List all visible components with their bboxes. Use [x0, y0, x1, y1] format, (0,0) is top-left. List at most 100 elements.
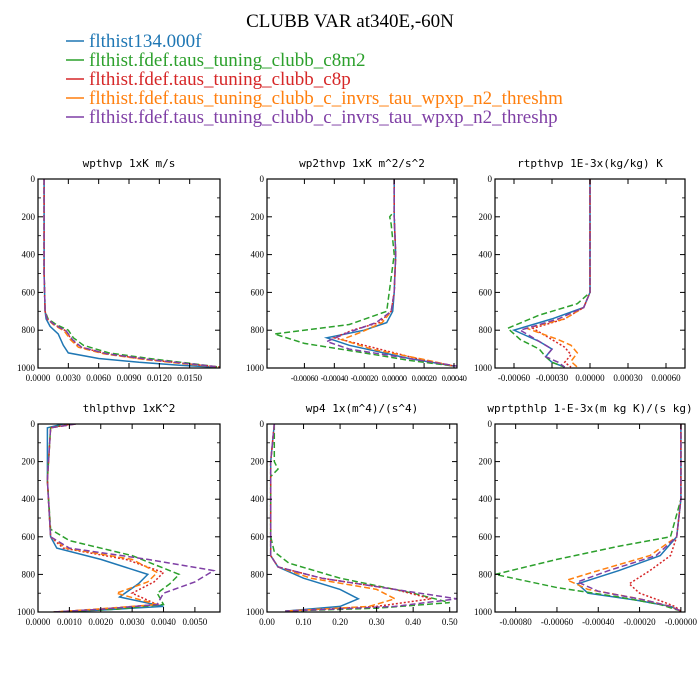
- legend-label: flthist.fdef.taus_tuning_clubb_c_invrs_t…: [89, 88, 563, 109]
- x-tick-label: 0.00: [259, 617, 275, 627]
- series-line: [269, 424, 361, 612]
- series-line: [518, 179, 591, 368]
- y-tick-label: 0: [488, 174, 493, 184]
- legend-entry: flthist.fdef.taus_tuning_clubb_c_invrs_t…: [66, 107, 558, 128]
- panel-6: wprtpthlp 1-E-3x(m kg K)/(s kg) 0 200 400 60…: [474, 402, 697, 627]
- x-tick-label: 0.0060: [86, 373, 111, 383]
- series-line: [43, 179, 220, 368]
- y-tick-label: 400: [479, 250, 493, 260]
- y-tick-label: 200: [479, 457, 493, 467]
- y-tick-label: 400: [251, 494, 265, 504]
- series-line: [269, 424, 397, 612]
- x-tick-label: 0.0020: [88, 617, 113, 627]
- y-tick-label: 400: [22, 250, 36, 260]
- panel-title: rtpthvp 1E-3x(kg/kg) K: [517, 157, 663, 170]
- x-tick-label: 0.00000: [575, 373, 605, 383]
- y-tick-label: 400: [251, 250, 265, 260]
- legend-label: flthist.fdef.taus_tuning_clubb_c8m2: [89, 50, 366, 71]
- x-tick-label: 0.0150: [177, 373, 202, 383]
- series-line: [511, 179, 591, 368]
- y-tick-label: 600: [22, 287, 36, 297]
- y-tick-label: 800: [251, 569, 265, 579]
- x-tick-label: 0.0040: [151, 617, 176, 627]
- x-tick-label: -0.00020: [623, 617, 656, 627]
- series-line: [627, 424, 682, 612]
- legend-label: flthist.fdef.taus_tuning_clubb_c_invrs_t…: [89, 107, 558, 128]
- x-tick-label: -0.00020: [351, 373, 378, 383]
- x-tick-label: 0.20: [332, 617, 348, 627]
- x-tick-label: 0.0000: [26, 617, 51, 627]
- y-tick-label: 800: [479, 569, 493, 579]
- series-line: [274, 179, 455, 367]
- plot-frame: [494, 423, 686, 613]
- y-tick-label: 0: [488, 419, 493, 429]
- plot-frame: [37, 178, 221, 369]
- y-tick-label: 200: [251, 457, 265, 467]
- y-tick-label: 800: [22, 569, 36, 579]
- x-tick-label: 0.00020: [412, 373, 437, 383]
- x-tick-label: 0.30: [369, 617, 385, 627]
- series-line: [43, 179, 215, 368]
- y-tick-label: 1000: [474, 607, 493, 617]
- series-line: [324, 179, 457, 367]
- series-line: [495, 424, 682, 612]
- series-line: [531, 179, 591, 368]
- figure-title: CLUBB VAR at340E,-60N: [246, 11, 454, 32]
- y-tick-label: 1000: [474, 363, 493, 373]
- y-tick-label: 0: [260, 174, 265, 184]
- y-tick-label: 400: [479, 494, 493, 504]
- y-tick-label: 600: [479, 287, 493, 297]
- legend: flthist134.000fflthist.fdef.taus_tuning_…: [66, 31, 563, 128]
- legend-entry: flthist.fdef.taus_tuning_clubb_c8m2: [66, 50, 366, 71]
- x-tick-label: 0.0050: [183, 617, 208, 627]
- series-line: [43, 179, 220, 368]
- x-tick-label: 0.0010: [57, 617, 82, 627]
- x-tick-label: 0.00040: [442, 373, 467, 383]
- panel-title: wp2thvp 1xK m^2/s^2: [299, 157, 425, 170]
- y-tick-label: 1000: [246, 363, 265, 373]
- series-line: [46, 424, 164, 612]
- series-line: [339, 179, 455, 367]
- plot-frame: [37, 423, 221, 613]
- x-tick-label: 0.10: [296, 617, 312, 627]
- y-tick-label: 800: [22, 325, 36, 335]
- x-tick-label: 0.0030: [56, 373, 81, 383]
- y-tick-label: 200: [251, 212, 265, 222]
- panel-title: wpthvp 1xK m/s: [83, 157, 176, 170]
- x-tick-label: 0.40: [405, 617, 421, 627]
- panel-2: wp2thvp 1xK m^2/s^2 0 200 400 600 800 1000 -0.0…: [246, 157, 467, 383]
- y-tick-label: 600: [22, 532, 36, 542]
- x-tick-label: 0.00060: [651, 373, 681, 383]
- y-tick-label: 200: [22, 212, 36, 222]
- y-tick-label: 400: [22, 494, 36, 504]
- x-tick-label: -0.00040: [582, 617, 615, 627]
- y-tick-label: 600: [251, 287, 265, 297]
- y-tick-label: 800: [479, 325, 493, 335]
- panel-3: rtpthvp 1E-3x(kg/kg) K02004006008001000-…: [474, 157, 686, 383]
- x-tick-label: 0.00000: [382, 373, 407, 383]
- legend-label: flthist134.000f: [89, 31, 202, 52]
- x-tick-label: 0.50: [442, 617, 458, 627]
- series-line: [524, 179, 591, 368]
- x-tick-label: 0.00030: [613, 373, 643, 383]
- legend-label: flthist.fdef.taus_tuning_clubb_c8p: [89, 69, 351, 90]
- series-line: [331, 179, 455, 367]
- y-tick-label: 200: [22, 457, 36, 467]
- plot-frame: [266, 178, 458, 369]
- series-line: [506, 179, 591, 368]
- x-tick-label: -0.00060: [498, 373, 531, 383]
- legend-entry: flthist.fdef.taus_tuning_clubb_c_invrs_t…: [66, 88, 563, 109]
- series-line: [323, 179, 455, 367]
- x-tick-label: -0.00000: [665, 617, 698, 627]
- y-tick-label: 600: [479, 532, 493, 542]
- y-tick-label: 0: [31, 419, 36, 429]
- series-line: [576, 424, 682, 612]
- legend-entry: flthist.fdef.taus_tuning_clubb_c8p: [66, 69, 351, 90]
- series-line: [46, 424, 165, 612]
- x-tick-label: -0.00060: [541, 617, 574, 627]
